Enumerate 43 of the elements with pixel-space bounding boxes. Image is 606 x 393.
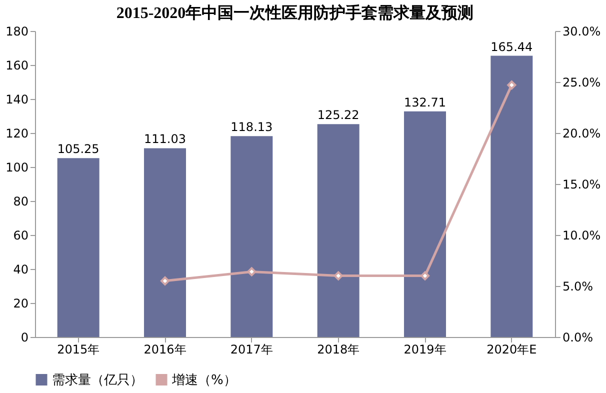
y2-tick-label: 10.0%	[562, 228, 601, 242]
bar	[230, 136, 273, 337]
data-label: 165.44	[490, 40, 533, 54]
legend-label: 需求量（亿只）	[52, 372, 143, 388]
legend-label: 增速（%）	[171, 372, 236, 388]
point	[160, 276, 170, 286]
x-tick-label: 2020年E	[486, 342, 537, 356]
bar	[57, 158, 100, 337]
x-tick-label: 2018年	[317, 342, 360, 356]
x-tick-label: 2016年	[144, 342, 186, 356]
bar	[404, 111, 446, 337]
y-tick-label: 140	[6, 92, 28, 106]
chart-title: 2015-2020年中国一次性医用防护手套需求量及预测	[116, 4, 474, 22]
y2-tick-label: 30.0%	[562, 24, 601, 38]
x-tick-label: 2015年	[57, 342, 100, 356]
y-tick-label: 60	[13, 228, 28, 242]
y2-tick-label: 0.0%	[562, 330, 593, 344]
data-label: 118.13	[230, 120, 273, 134]
bar	[317, 124, 360, 337]
y-tick-label: 180	[6, 24, 28, 38]
y-tick-label: 80	[13, 194, 28, 208]
y2-tick-label: 20.0%	[562, 126, 601, 140]
data-label: 105.25	[57, 142, 100, 156]
point	[420, 271, 430, 280]
point	[334, 271, 343, 280]
y-tick-label: 120	[6, 126, 28, 140]
x-tick-label: 2019年	[404, 342, 446, 356]
y-tick-label: 20	[13, 296, 28, 310]
y2-tick-label: 15.0%	[562, 178, 601, 192]
data-label: 132.71	[404, 95, 446, 110]
y-tick-label: 40	[13, 262, 28, 276]
bar	[490, 56, 533, 337]
data-label: 125.22	[317, 108, 360, 122]
bar	[144, 148, 186, 337]
point	[507, 80, 516, 90]
y2-tick-label: 5.0%	[562, 280, 593, 294]
y-tick-label: 0	[20, 330, 28, 344]
y-tick-label: 100	[6, 160, 28, 174]
y-tick-label: 160	[6, 58, 28, 72]
data-label: 111.03	[144, 132, 186, 146]
x-tick-label: 2017年	[230, 342, 273, 356]
y2-tick-label: 25.0%	[562, 76, 601, 90]
point	[247, 267, 256, 276]
